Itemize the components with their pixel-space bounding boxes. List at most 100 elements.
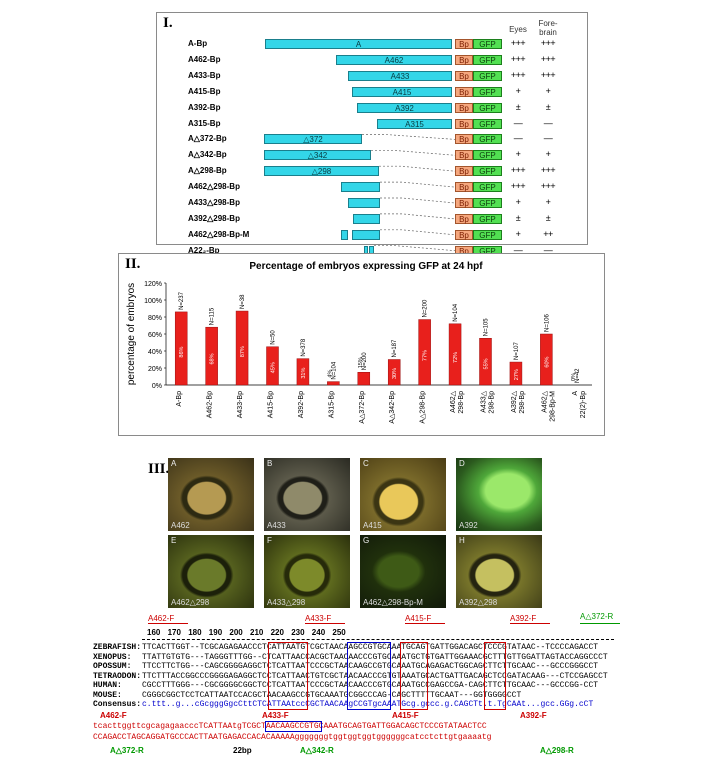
primer-arrow — [510, 623, 550, 624]
construct-segment: A462 — [336, 54, 452, 65]
photo-letter: F — [267, 536, 272, 545]
photo-letter: G — [363, 536, 370, 545]
species-name: TETRAODON: — [93, 671, 142, 681]
deletion-connector — [380, 229, 456, 236]
gfp-reporter: GFP — [473, 134, 502, 145]
deletion-connector — [379, 165, 456, 172]
n-label: N=200 — [423, 299, 429, 318]
eyes-score: ± — [515, 212, 521, 223]
category-label: A△372-Bp — [359, 391, 366, 424]
primer-label: A△372-R — [110, 746, 144, 755]
construct-name: A-Bp — [188, 39, 208, 48]
y-tick-label: 100% — [144, 298, 162, 305]
construct-name: A462-Bp — [188, 54, 221, 64]
construct-name: A392-Bp — [188, 102, 221, 112]
primer-arrow — [405, 623, 445, 624]
primer-arrow — [580, 623, 620, 624]
percent-label: 30% — [392, 368, 398, 379]
bar — [266, 346, 279, 386]
percent-label: 60% — [544, 356, 550, 367]
eyes-score: — — [513, 133, 523, 144]
eyes-score: +++ — [510, 38, 526, 48]
deletion-connector — [371, 149, 456, 156]
category-label-line: A-Bp — [176, 391, 183, 407]
eyes-score: — — [513, 117, 523, 128]
gfp-reporter: GFP — [473, 102, 502, 113]
construct-segment: △372 — [264, 134, 362, 145]
category-label-line: A462-Bp — [207, 391, 214, 418]
category-label: A462△298-Bp-M — [541, 390, 556, 421]
percent-label: 4% — [327, 370, 333, 378]
bar-chart: Percentage of embryos expressing GFP at … — [126, 261, 592, 424]
bar — [387, 359, 401, 386]
construct-name: A△298-Bp — [188, 166, 227, 176]
motif-box — [265, 721, 322, 732]
category-label-line: 22(2)-Bp — [580, 391, 587, 418]
ruler-number: 210 — [250, 628, 264, 637]
primer-label: A433-F — [262, 711, 289, 720]
primer-label: A433-F — [305, 614, 332, 623]
deletion-connector — [362, 134, 456, 140]
construct-name: A415-Bp — [188, 86, 221, 96]
y-tick-label: 40% — [148, 349, 162, 356]
category-label-line: A462△ — [541, 390, 548, 412]
construct-segment: A — [265, 39, 452, 49]
ruler-number: 240 — [311, 628, 326, 637]
forebrain-score: + — [545, 149, 551, 160]
construct-name: A462△298-Bp — [188, 182, 240, 192]
gfp-reporter: GFP — [473, 118, 502, 129]
embryo-photo: E A462△298 — [168, 535, 254, 608]
forebrain-score: + — [545, 85, 551, 96]
chart-title: Percentage of embryos expressing GFP at … — [249, 261, 483, 272]
forebrain-score: +++ — [540, 181, 556, 192]
forebrain-score: — — [543, 117, 553, 128]
category-label-line: A433-Bp — [237, 391, 244, 418]
category-label: A392△298-Bp — [511, 390, 526, 413]
panel-chart: II. — [118, 253, 605, 436]
bp-promoter: Bp — [455, 118, 473, 129]
primer-arrow — [305, 623, 345, 624]
bp-promoter: Bp — [455, 134, 473, 145]
primer-label: A△298-R — [540, 746, 574, 755]
bp-promoter: Bp — [455, 86, 473, 97]
construct-name: A433-Bp — [188, 70, 221, 80]
forebrain-header: Fore- brain — [533, 19, 563, 37]
photo-caption: A415 — [363, 521, 382, 530]
category-label: A315-Bp — [328, 391, 335, 418]
construct-segment — [352, 229, 380, 240]
y-tick-label: 80% — [148, 315, 162, 322]
deletion-connector — [380, 197, 456, 204]
percent-label: 31% — [301, 368, 307, 379]
bar — [540, 333, 553, 386]
embryo-photo: B A433 — [264, 458, 350, 531]
forebrain-score: + — [545, 197, 551, 207]
forebrain-score: +++ — [540, 38, 556, 48]
gfp-reporter: GFP — [473, 150, 502, 161]
category-label: A415-Bp — [268, 391, 275, 418]
gfp-reporter: GFP — [473, 39, 502, 49]
category-label: A△342-Bp — [389, 391, 396, 424]
forebrain-score: ++ — [543, 228, 553, 239]
category-label: A22(2)-Bp — [572, 391, 587, 419]
ruler-line — [142, 639, 614, 640]
embryo-photo: F A433△298 — [264, 535, 350, 608]
ruler-number: 230 — [291, 628, 305, 637]
bar — [479, 338, 492, 386]
panel-label: II. — [125, 256, 141, 272]
category-label: A433△298-Bp — [481, 390, 496, 413]
n-label: N=104 — [453, 303, 459, 322]
n-label: N=104 — [331, 361, 337, 380]
construct-connectors — [362, 134, 456, 252]
ruler-number: 170 — [167, 628, 181, 637]
category-label-line: A — [572, 391, 579, 396]
bar — [296, 358, 310, 386]
bp-promoter: Bp — [455, 102, 473, 113]
percent-label: 77% — [423, 350, 429, 361]
photo-letter: B — [267, 459, 273, 468]
embryo-photo: C A415 — [360, 458, 446, 531]
species-name: Consensus: — [93, 700, 142, 709]
bar — [205, 326, 218, 386]
construct-name: A392△298-Bp — [188, 213, 240, 223]
bp-promoter: Bp — [455, 166, 473, 177]
construct-name: A△372-Bp — [188, 134, 227, 144]
